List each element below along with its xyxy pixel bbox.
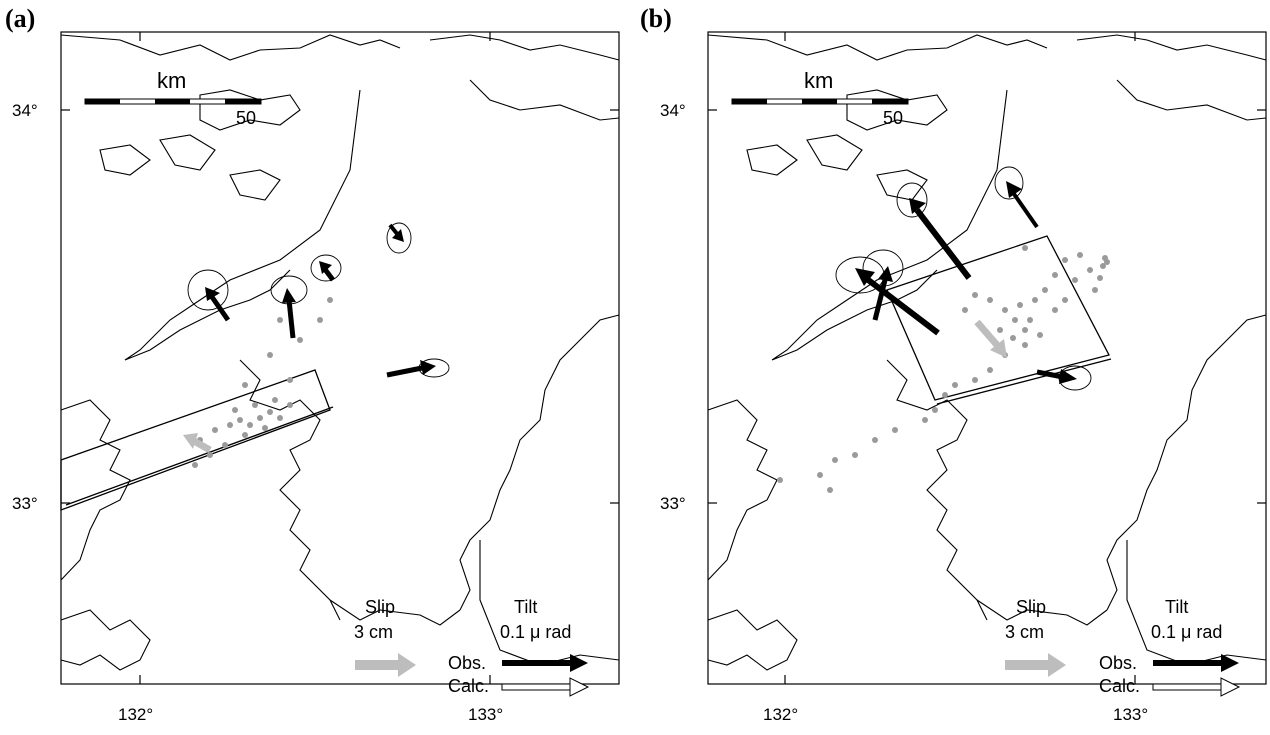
panel-a: (a) 34° 33° 132° 133°	[5, 4, 620, 724]
legend-b: Slip 3 cm Tilt 0.1 μ rad Obs. Calc.	[1005, 597, 1241, 697]
fault-plane-b	[886, 235, 1112, 405]
lon-label-133-a: 133°	[468, 705, 503, 724]
seismicity-a	[192, 297, 333, 468]
scale-bar-a: km 50	[84, 68, 262, 128]
obs-arrow-legend-a	[502, 654, 588, 672]
slip-arrow-legend-a	[355, 653, 416, 677]
map-b: 34° 33° 132° 133° km 50	[660, 31, 1267, 724]
lon-label-132-b: 132°	[763, 705, 798, 724]
scale-bar-b: km 50	[731, 68, 909, 128]
coastline-b	[707, 34, 1267, 671]
tilt-value-b: 0.1 μ rad	[1151, 622, 1222, 642]
obs-arrow-legend-b	[1153, 654, 1239, 672]
tilt-vectors-b	[835, 166, 1092, 391]
ticks-a	[61, 32, 619, 684]
slip-value-a: 3 cm	[354, 622, 393, 642]
tilt-title-b: Tilt	[1165, 597, 1188, 617]
calc-label-b: Calc.	[1099, 676, 1140, 696]
calc-arrow-legend-a	[501, 677, 590, 697]
slip-title-b: Slip	[1016, 597, 1046, 617]
slip-arrow-a	[183, 433, 212, 454]
lat-label-34-b: 34°	[660, 101, 686, 120]
lon-label-132-a: 132°	[118, 705, 153, 724]
panel-label-a: (a)	[5, 4, 36, 33]
obs-label-b: Obs.	[1099, 653, 1137, 673]
legend-a: Slip 3 cm Tilt 0.1 μ rad Obs. Calc.	[354, 597, 590, 697]
panel-b: (b) 34° 33° 132° 133°	[635, 0, 1270, 735]
lat-label-33-b: 33°	[660, 494, 686, 513]
scale-unit-b: km	[804, 68, 833, 93]
scale-max-a: 50	[236, 108, 256, 128]
coastline-a	[60, 34, 620, 671]
slip-arrow-b	[974, 319, 1007, 358]
calc-arrow-legend-b	[1152, 677, 1241, 697]
slip-title-a: Slip	[365, 597, 395, 617]
obs-label-a: Obs.	[448, 653, 486, 673]
lon-label-133-b: 133°	[1113, 705, 1148, 724]
map-a: 34° 33° 132° 133° km 50	[12, 31, 620, 724]
map-frame-b	[707, 31, 1267, 685]
slip-arrow-legend-b	[1005, 653, 1066, 677]
scale-unit-a: km	[157, 68, 186, 93]
slip-value-b: 3 cm	[1005, 622, 1044, 642]
lat-label-34-a: 34°	[12, 101, 38, 120]
ticks-b	[708, 32, 1266, 684]
tilt-value-a: 0.1 μ rad	[500, 622, 571, 642]
lat-label-33-a: 33°	[12, 494, 38, 513]
map-frame-a	[60, 31, 620, 685]
tilt-vectors-a	[187, 222, 450, 378]
scale-max-b: 50	[883, 108, 903, 128]
panel-label-b: (b)	[640, 4, 672, 33]
fault-plane-a	[60, 369, 334, 511]
calc-label-a: Calc.	[448, 676, 489, 696]
seismicity-b	[777, 245, 1110, 493]
tilt-title-a: Tilt	[514, 597, 537, 617]
